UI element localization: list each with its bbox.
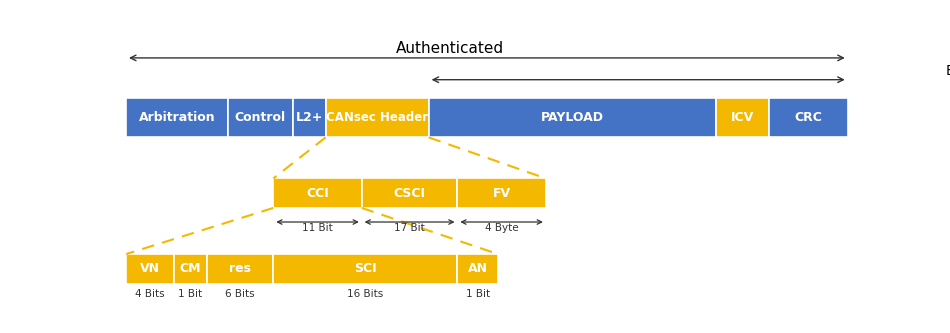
Text: 1 Bit: 1 Bit: [179, 289, 202, 299]
Text: CSCI: CSCI: [393, 187, 426, 200]
Bar: [428, 98, 716, 138]
Text: AN: AN: [467, 262, 487, 275]
Bar: [228, 98, 293, 138]
Text: 6 Bits: 6 Bits: [225, 289, 255, 299]
Text: L2+: L2+: [295, 111, 323, 124]
Text: CANsec Header: CANsec Header: [326, 111, 428, 124]
Text: 4 Bits: 4 Bits: [135, 289, 165, 299]
Bar: [716, 98, 769, 138]
Bar: [207, 254, 274, 284]
Bar: [126, 98, 228, 138]
Text: FV: FV: [492, 187, 511, 200]
Text: CM: CM: [180, 262, 201, 275]
Text: ICV: ICV: [731, 111, 754, 124]
Bar: [174, 254, 207, 284]
Text: 11 Bit: 11 Bit: [302, 223, 332, 233]
Text: CCI: CCI: [306, 187, 329, 200]
Text: Arbitration: Arbitration: [139, 111, 216, 124]
Text: SCI: SCI: [354, 262, 377, 275]
Bar: [274, 178, 362, 208]
Bar: [458, 178, 546, 208]
Bar: [326, 98, 428, 138]
Text: CRC: CRC: [794, 111, 822, 124]
Text: 4 Byte: 4 Byte: [484, 223, 519, 233]
Bar: [293, 98, 326, 138]
Text: Authenticated: Authenticated: [396, 41, 504, 56]
Text: 17 Bit: 17 Bit: [394, 223, 425, 233]
Text: VN: VN: [140, 262, 160, 275]
Text: 16 Bits: 16 Bits: [348, 289, 384, 299]
Bar: [274, 254, 457, 284]
Text: Control: Control: [235, 111, 286, 124]
Bar: [362, 178, 457, 208]
Bar: [458, 254, 498, 284]
Bar: [126, 254, 174, 284]
Text: PAYLOAD: PAYLOAD: [541, 111, 604, 124]
Text: res: res: [229, 262, 251, 275]
Text: 1 Bit: 1 Bit: [466, 289, 490, 299]
Text: Encrypted: Encrypted: [945, 64, 950, 78]
Bar: [769, 98, 847, 138]
